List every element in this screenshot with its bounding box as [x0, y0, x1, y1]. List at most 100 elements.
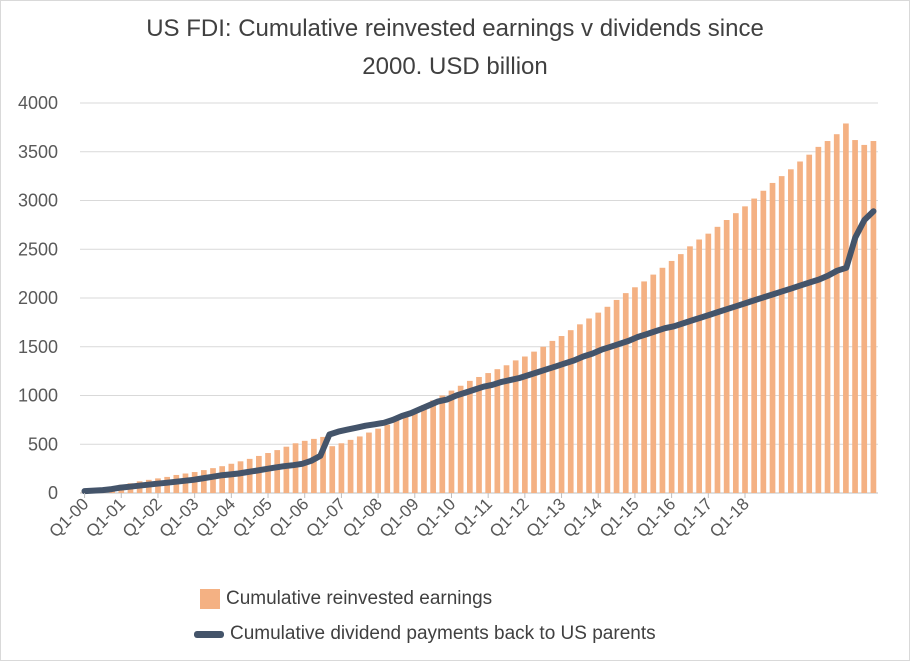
bar: [411, 410, 418, 493]
bar: [595, 312, 602, 493]
bar-series-reinvested-earnings: [81, 123, 877, 494]
legend-label: Cumulative reinvested earnings: [226, 588, 493, 609]
x-tick-label: Q1-07: [302, 494, 349, 541]
bar: [522, 356, 528, 493]
bar: [356, 436, 363, 493]
x-tick-label: Q1-02: [119, 494, 166, 541]
x-tick-label: Q1-10: [412, 494, 459, 541]
legend-item-dividend-payments: Cumulative dividend payments back to US …: [194, 623, 656, 645]
bar: [430, 400, 436, 493]
bar: [567, 330, 574, 493]
y-tick-label: 500: [28, 434, 58, 454]
bar: [577, 324, 583, 493]
bar: [494, 369, 501, 493]
y-tick-label: 4000: [18, 93, 58, 113]
x-tick-label: Q1-11: [450, 494, 496, 540]
x-tick-label: Q1-13: [523, 494, 570, 541]
bar: [503, 365, 510, 493]
bar: [265, 453, 271, 493]
bar: [283, 446, 290, 493]
bar: [641, 281, 647, 493]
bar: [274, 450, 281, 493]
bar: [301, 440, 308, 493]
bar: [393, 419, 400, 493]
x-tick-label: Q1-17: [669, 494, 716, 541]
x-tick-label: Q1-09: [376, 494, 423, 541]
bar: [402, 415, 409, 493]
bar: [732, 213, 739, 494]
y-tick-label: 3500: [18, 142, 58, 162]
bar: [687, 246, 693, 493]
bar: [788, 169, 794, 494]
x-tick-label: Q1-05: [229, 494, 276, 541]
chart-title: US FDI: Cumulative reinvested earnings v…: [0, 10, 910, 86]
x-tick-label: Q1-04: [192, 494, 239, 541]
bar: [604, 306, 611, 493]
x-tick-label: Q1-16: [633, 494, 680, 541]
bar: [246, 458, 253, 493]
bar: [797, 161, 803, 493]
legend-swatch-line: [194, 630, 224, 638]
x-tick-label: Q1-15: [596, 494, 643, 541]
legend-item-reinvested-earnings: Cumulative reinvested earnings: [200, 588, 492, 610]
bar: [742, 206, 748, 493]
y-axis: 0 500 1000 1500 2000 2500 3000 3500 4000: [18, 93, 58, 503]
bar: [292, 443, 299, 493]
bar: [384, 424, 391, 493]
bar: [843, 123, 849, 493]
x-tick-label: Q1-01: [82, 494, 129, 541]
bar: [622, 293, 629, 493]
bar: [650, 274, 657, 493]
bar: [476, 376, 482, 493]
x-tick-label: Q1-08: [339, 494, 386, 541]
bar: [210, 468, 216, 493]
bar: [457, 385, 464, 493]
bar: [815, 146, 822, 493]
series-line: [81, 208, 877, 495]
bar: [375, 428, 381, 493]
bar: [512, 360, 519, 493]
chart-title-line-1: US FDI: Cumulative reinvested earnings v…: [146, 15, 764, 42]
bar: [558, 336, 565, 493]
bar: [237, 461, 244, 493]
bar: [705, 233, 712, 493]
bar: [760, 190, 767, 493]
y-tick-label: 2000: [18, 288, 58, 308]
bar: [366, 432, 372, 493]
bar: [485, 373, 492, 493]
bar: [833, 134, 840, 493]
bar: [228, 463, 235, 493]
bar: [549, 340, 556, 493]
bar: [256, 455, 262, 493]
bar: [466, 380, 473, 493]
bar: [870, 141, 877, 493]
bar: [696, 239, 702, 493]
bar: [540, 346, 547, 493]
bar: [311, 438, 317, 493]
y-tick-label: 0: [48, 483, 58, 503]
x-tick-label: Q1-03: [156, 494, 203, 541]
y-tick-label: 1500: [18, 337, 58, 357]
bar: [448, 390, 455, 493]
line-series-dividends: [81, 208, 877, 495]
bar: [824, 141, 831, 493]
bar: [219, 466, 226, 493]
bar: [769, 182, 776, 493]
bar: [347, 439, 354, 493]
bar: [659, 267, 666, 493]
bar: [338, 443, 345, 493]
legend-swatch-bar: [200, 589, 220, 609]
bar: [778, 176, 785, 493]
legend-label: Cumulative dividend payments back to US …: [230, 623, 656, 644]
bar: [714, 226, 721, 493]
bar: [723, 220, 730, 493]
y-tick-label: 1000: [18, 386, 58, 406]
bar: [613, 299, 620, 493]
bar: [200, 470, 207, 493]
x-axis: Q1-00Q1-01Q1-02Q1-03Q1-04Q1-05Q1-06Q1-07…: [46, 493, 753, 541]
bar: [320, 436, 326, 493]
bar: [421, 405, 427, 493]
bar: [329, 446, 336, 493]
